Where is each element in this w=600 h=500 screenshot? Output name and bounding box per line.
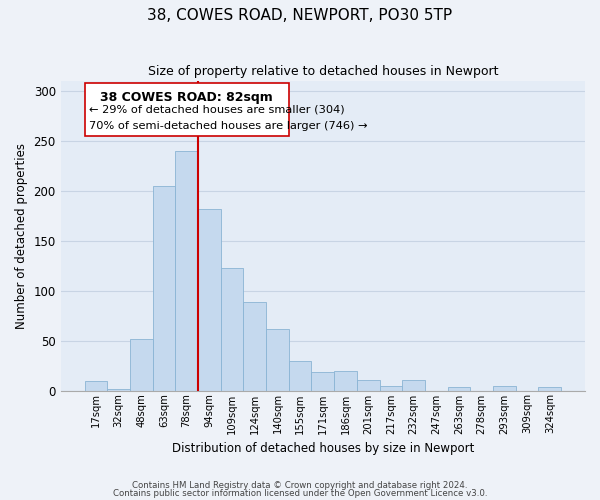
Bar <box>402 380 425 390</box>
Text: 38, COWES ROAD, NEWPORT, PO30 5TP: 38, COWES ROAD, NEWPORT, PO30 5TP <box>148 8 452 22</box>
Bar <box>311 372 334 390</box>
Bar <box>221 268 244 390</box>
X-axis label: Distribution of detached houses by size in Newport: Distribution of detached houses by size … <box>172 442 474 455</box>
Bar <box>493 386 516 390</box>
Y-axis label: Number of detached properties: Number of detached properties <box>15 142 28 328</box>
Bar <box>538 386 561 390</box>
Bar <box>198 208 221 390</box>
Bar <box>130 338 152 390</box>
Text: Contains HM Land Registry data © Crown copyright and database right 2024.: Contains HM Land Registry data © Crown c… <box>132 481 468 490</box>
Text: 38 COWES ROAD: 82sqm: 38 COWES ROAD: 82sqm <box>100 90 273 104</box>
Bar <box>289 360 311 390</box>
Bar <box>357 380 380 390</box>
Bar <box>334 370 357 390</box>
Bar <box>152 186 175 390</box>
Text: ← 29% of detached houses are smaller (304): ← 29% of detached houses are smaller (30… <box>89 104 344 115</box>
Bar <box>107 388 130 390</box>
Text: Contains public sector information licensed under the Open Government Licence v3: Contains public sector information licen… <box>113 488 487 498</box>
Bar <box>175 150 198 390</box>
Bar <box>85 380 107 390</box>
Bar <box>266 328 289 390</box>
Title: Size of property relative to detached houses in Newport: Size of property relative to detached ho… <box>148 65 498 78</box>
Text: 70% of semi-detached houses are larger (746) →: 70% of semi-detached houses are larger (… <box>89 120 368 130</box>
Bar <box>244 302 266 390</box>
Bar <box>448 386 470 390</box>
FancyBboxPatch shape <box>85 82 289 136</box>
Bar <box>380 386 402 390</box>
